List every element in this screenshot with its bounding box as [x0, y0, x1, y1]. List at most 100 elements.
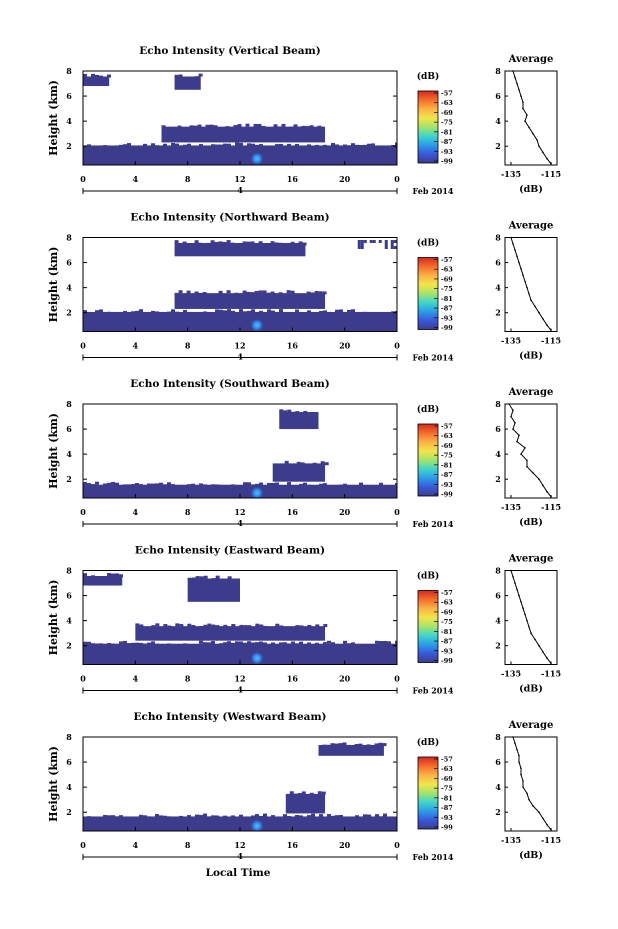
x-tick-label: 16	[287, 507, 299, 517]
echo-speckle	[155, 814, 159, 818]
date-label: Feb 2014	[413, 686, 454, 696]
profile-point	[530, 632, 532, 634]
echo-speckle	[103, 483, 107, 487]
profile-point	[520, 95, 522, 97]
profile-point	[512, 575, 514, 578]
echo-speckle	[155, 145, 159, 149]
colorbar-tick-label: -99	[441, 324, 453, 332]
profile-point	[516, 748, 518, 751]
echo-speckle	[95, 643, 99, 647]
colorbar-tick-label: -75	[441, 618, 453, 626]
y-tick-label: 2	[66, 641, 72, 651]
colorbar-tick-label: -75	[441, 285, 453, 293]
echo-speckle	[375, 814, 379, 818]
echo-speckle	[287, 409, 292, 413]
echo-speckle	[255, 814, 259, 818]
echo-speckle	[346, 744, 351, 748]
echo-speckle	[287, 816, 291, 820]
echo-speckle	[139, 309, 143, 313]
profile-y-tick-label: 8	[495, 566, 501, 576]
echo-speckle	[194, 291, 199, 295]
echo-speckle	[245, 123, 250, 127]
echo-speckle	[283, 410, 288, 414]
echo-speckle	[354, 744, 359, 748]
profile-title: Average	[508, 54, 554, 65]
echo-speckle	[103, 145, 107, 149]
echo-speckle	[155, 483, 159, 487]
echo-speckle	[155, 623, 160, 627]
echo-speckle	[227, 641, 231, 645]
profile-point	[524, 447, 526, 449]
echo-speckle	[211, 484, 215, 488]
profile-y-tick-label: 8	[495, 233, 501, 243]
echo-speckle	[287, 143, 291, 147]
echo-speckle	[387, 641, 391, 645]
profile-point	[522, 607, 524, 609]
profile-x-label: (dB)	[519, 684, 543, 695]
profile-point	[510, 236, 512, 239]
echo-speckle	[215, 484, 219, 488]
echo-speckle	[366, 744, 371, 748]
echo-speckle	[163, 484, 167, 488]
echo-speckle	[295, 625, 300, 629]
colorbar-tick-label: -81	[441, 461, 453, 469]
echo-speckle	[175, 311, 179, 315]
echo-speckle	[211, 578, 216, 582]
echo-region	[161, 126, 326, 143]
profile-point	[526, 619, 528, 622]
profile-y-tick-label: 6	[495, 258, 501, 268]
echo-speckle	[131, 484, 135, 488]
echo-speckle	[211, 624, 216, 628]
echo-speckle	[199, 144, 203, 148]
echo-speckle	[343, 640, 347, 644]
echo-speckle	[375, 640, 379, 644]
x-tick-label: 16	[287, 174, 299, 184]
echo-speckle	[187, 484, 191, 488]
profile-point	[530, 299, 532, 301]
echo-speckle	[91, 575, 95, 579]
echo-speckle	[178, 290, 183, 294]
echo-speckle	[395, 640, 397, 644]
profile-point	[526, 286, 528, 289]
profile-point	[524, 613, 526, 616]
y-tick-label: 4	[66, 782, 72, 792]
echo-speckle	[327, 814, 331, 818]
profile-point	[534, 305, 536, 308]
echo-speckle	[83, 573, 87, 577]
echo-speckle	[115, 573, 119, 577]
echo-speckle	[219, 643, 223, 647]
colorbar-tick-label: -63	[441, 99, 453, 107]
x-tick-label: 0	[80, 840, 86, 850]
profile-point	[508, 403, 510, 405]
echo-speckle	[119, 144, 123, 148]
x-tick-label: 16	[287, 341, 299, 351]
echo-speckle	[283, 814, 287, 818]
chart-panel: Echo Intensity (Eastward Beam) 2 4 6 8 Height…	[47, 545, 561, 696]
profile-line	[508, 403, 552, 498]
echo-speckle	[343, 144, 347, 148]
profile-point	[550, 329, 552, 332]
x-tick-label: 0	[394, 174, 400, 184]
y-axis-label: Height (km)	[47, 247, 60, 323]
profile-point	[514, 422, 516, 424]
echo-speckle	[203, 813, 207, 817]
y-tick-label: 4	[66, 449, 72, 459]
echo-speckle	[167, 816, 171, 820]
echo-speckle	[235, 142, 239, 146]
echo-speckle	[127, 643, 131, 647]
echo-speckle	[259, 482, 263, 486]
echo-speckle	[135, 483, 139, 487]
profile-point	[520, 773, 522, 776]
echo-speckle	[263, 625, 268, 629]
profile-y-tick-label: 8	[495, 399, 501, 409]
echo-speckle	[135, 623, 140, 627]
echo-speckle	[139, 642, 143, 646]
colorbar	[417, 590, 439, 663]
colorbar	[417, 257, 439, 330]
echo-speckle	[293, 793, 298, 797]
echo-speckle	[195, 576, 200, 580]
echo-speckle	[363, 311, 367, 315]
echo-speckle	[374, 743, 379, 747]
x-tick-label: 0	[80, 174, 86, 184]
echo-speckle	[203, 624, 208, 628]
